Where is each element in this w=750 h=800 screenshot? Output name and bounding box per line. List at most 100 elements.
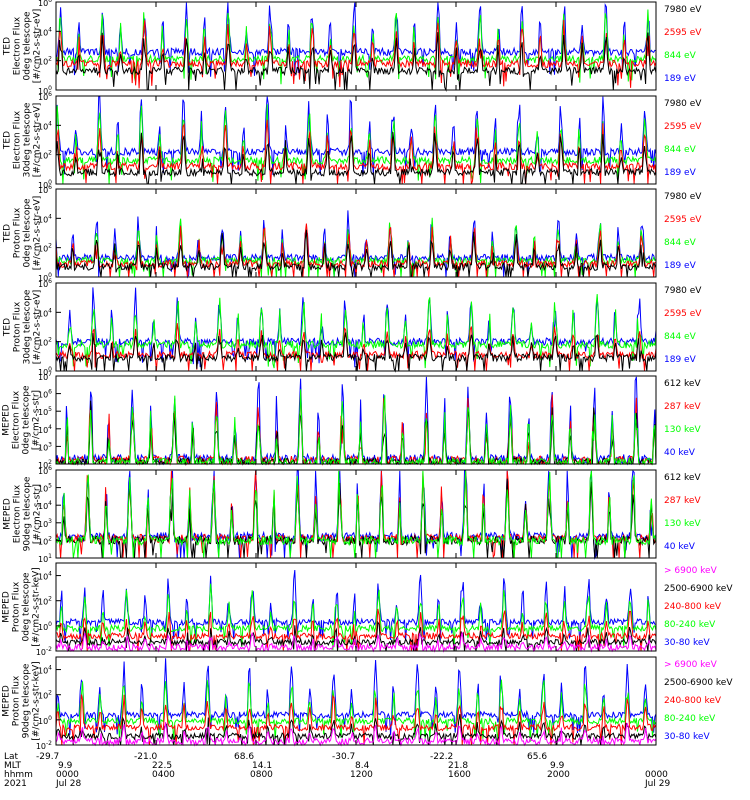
mlt-tick: 22.5	[152, 761, 173, 771]
y-tick-label: 106	[38, 389, 52, 400]
hhmm-row-label: hhmm	[4, 770, 33, 780]
legend-entry: 189 eV	[664, 261, 696, 271]
y-tick-label: 104	[38, 500, 52, 511]
y-tick-label: 102	[38, 459, 52, 470]
y-tick-label: 100	[38, 272, 52, 283]
flux-panel-8: MEPED Proton Flux 90deg telescope [#/cm2-s-…	[0, 656, 750, 751]
flux-panel-4: TED Proton Flux 30deg telescope [#/cm2-s-st…	[0, 278, 750, 377]
hhmm-tick: 0000	[645, 770, 668, 780]
y-tick-label: 107	[38, 371, 52, 382]
legend: 7980 eV 2595 eV 844 eV 189 eV	[664, 96, 750, 184]
legend-entry: 2595 eV	[664, 309, 702, 319]
lat-tick: 65.6	[527, 752, 548, 762]
flux-panel-2: TED Electron Flux 30deg telescope [#/cm2-s-…	[0, 91, 750, 190]
y-tick-label: 102	[38, 337, 52, 348]
flux-panel-6: MEPED Electron Flux 90deg telescope [#/cm2-…	[0, 465, 750, 564]
series-line	[55, 679, 657, 742]
y-tick-label: 106	[38, 278, 52, 289]
legend-entry: 189 eV	[664, 168, 696, 178]
y-tick-label: 103	[38, 518, 52, 529]
legend-entry: 7980 eV	[664, 192, 702, 202]
y-tick-label: 100	[38, 621, 52, 632]
hhmm-tick: 0800	[250, 770, 273, 780]
y-tick-label: 106	[38, 91, 52, 102]
legend: > 6900 keV 2500-6900 keV 240-800 keV 80-240…	[664, 563, 750, 651]
y-tick-label: 104	[38, 26, 52, 37]
legend-entry: 189 eV	[664, 355, 696, 365]
series-line	[55, 389, 657, 466]
flux-plot: 100 102 104 106	[38, 0, 657, 96]
y-tick-label: 102	[38, 690, 52, 701]
plot-frame	[55, 656, 657, 746]
legend-entry: 2595 eV	[664, 28, 702, 38]
legend-entry: 612 keV	[664, 473, 701, 483]
legend: 7980 eV 2595 eV 844 eV 189 eV	[664, 283, 750, 371]
flux-plot: 100 102 104 106	[38, 278, 657, 377]
flux-panel-5: MEPED Electron Flux 0deg telescope [#/cm2-s…	[0, 371, 750, 470]
y-tick-label: 102	[38, 243, 52, 254]
flux-panel-3: TED Proton Flux 0deg telescope [#/cm2-s-str…	[0, 184, 750, 283]
series-line	[55, 2, 657, 77]
y-tick-label: 102	[38, 150, 52, 161]
y-tick-label: 10-2	[36, 740, 52, 751]
legend-entry: 80-240 keV	[664, 620, 716, 630]
flux-plot: 102 103 104 105 106 107	[38, 371, 657, 470]
legend-entry: 80-240 keV	[664, 714, 716, 724]
series-line	[55, 19, 657, 89]
flux-plot: 101 102 103 104 105 106	[38, 465, 657, 564]
legend: 7980 eV 2595 eV 844 eV 189 eV	[664, 2, 750, 90]
y-tick-label: 102	[38, 56, 52, 67]
flux-plot: 10-2 100 102 104	[36, 656, 657, 751]
y-tick-label: 106	[38, 0, 52, 8]
lat-tick: -30.7	[332, 752, 356, 762]
legend: 612 keV 287 keV 130 keV 40 keV	[664, 470, 750, 558]
flux-panel-7: MEPED Proton Flux 0deg telescope [#/cm2-s-s…	[0, 562, 750, 657]
series-line	[55, 104, 657, 185]
legend-entry: 40 keV	[664, 448, 695, 458]
y-tick-label: 102	[38, 596, 52, 607]
hhmm-tick: 2000	[547, 770, 570, 780]
y-tick-label: 104	[38, 665, 52, 676]
lat-row-label: Lat	[4, 752, 19, 762]
y-tick-label: 104	[38, 120, 52, 131]
hhmm-tick: 0400	[152, 770, 175, 780]
mlt-row: MLT 9.9 22.5 14.1 8.4 21.8 9.9	[0, 761, 750, 771]
mlt-row-label: MLT	[4, 761, 22, 771]
legend-entry: 2500-6900 keV	[664, 584, 733, 594]
legend-entry: 844 eV	[664, 145, 696, 155]
series-line	[55, 119, 657, 185]
series-line	[55, 32, 657, 92]
y-tick-label: 104	[38, 571, 52, 582]
legend-entry: 844 eV	[664, 51, 696, 61]
hhmm-tick: 1600	[448, 770, 471, 780]
mlt-tick: 8.4	[355, 761, 370, 771]
y-tick-label: 104	[38, 213, 52, 224]
hhmm-tick: 0000	[56, 770, 79, 780]
flux-panel-1: TED Electron Flux 0deg telescope [#/cm2-s-s…	[0, 0, 750, 96]
legend-entry: 240-800 keV	[664, 696, 722, 706]
series-line	[55, 694, 657, 746]
flux-plot: 100 102 104 106	[38, 91, 657, 190]
legend-entry: 287 keV	[664, 402, 701, 412]
legend-entry: 2595 eV	[664, 122, 702, 132]
legend-entry: 40 keV	[664, 542, 695, 552]
series-line	[55, 376, 657, 466]
mlt-tick: 14.1	[252, 761, 273, 771]
y-tick-label: 102	[38, 535, 52, 546]
legend-entry: 189 eV	[664, 74, 696, 84]
date-tick: Jul 29	[645, 779, 671, 789]
legend-entry: 130 keV	[664, 519, 701, 529]
mlt-tick: 21.8	[448, 761, 469, 771]
lat-tick: 68.6	[234, 752, 255, 762]
y-tick-label: 106	[38, 184, 52, 195]
mlt-tick: 9.9	[550, 761, 565, 771]
y-tick-label: 100	[38, 179, 52, 190]
series-line	[55, 658, 657, 736]
lat-tick: -22.2	[430, 752, 454, 762]
series-line	[55, 96, 657, 176]
legend-entry: 7980 eV	[664, 5, 702, 15]
legend-entry: 844 eV	[664, 332, 696, 342]
mlt-tick: 9.9	[58, 761, 73, 771]
legend-entry: 612 keV	[664, 379, 701, 389]
